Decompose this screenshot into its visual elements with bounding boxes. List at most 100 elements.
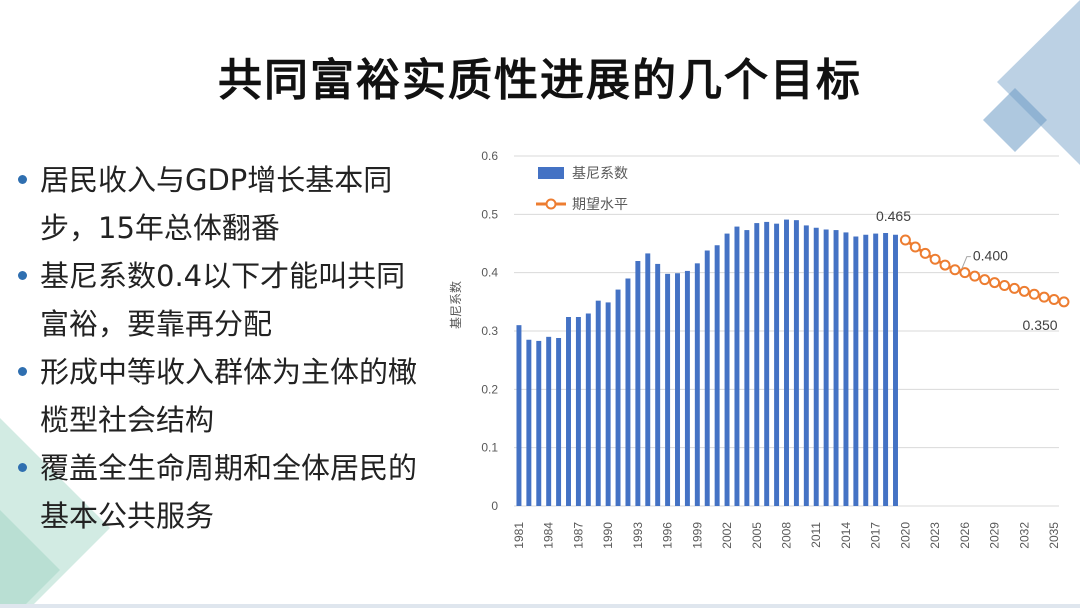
bullet-text: 基尼系数0.4以下才能叫共同富裕，要靠再分配 <box>40 259 406 341</box>
x-tick-label: 2029 <box>988 522 1002 549</box>
bar <box>714 245 720 506</box>
footer-rule <box>0 604 1080 608</box>
bar <box>694 263 700 506</box>
bar <box>813 227 819 506</box>
x-tick-label: 2026 <box>958 522 972 549</box>
bar <box>625 278 631 506</box>
line-point <box>959 267 971 279</box>
bar <box>764 221 770 506</box>
bar <box>754 223 760 506</box>
line-point <box>979 274 991 286</box>
line-point <box>929 253 941 265</box>
x-tick-label: 2032 <box>1017 522 1031 549</box>
bullet-dot-icon <box>18 367 27 376</box>
line-point <box>989 277 1001 289</box>
decor-top-right <box>983 0 1080 165</box>
x-tick-label: 1999 <box>690 522 704 549</box>
line-point <box>969 270 981 282</box>
x-tick-label: 1984 <box>542 522 556 549</box>
bullet-item: 居民收入与GDP增长基本同步，15年总体翻番 <box>18 156 428 252</box>
bar <box>585 313 591 506</box>
line-point <box>939 259 951 271</box>
decor-bottom-left <box>0 418 110 608</box>
line-point <box>919 247 931 259</box>
y-tick-label: 0.1 <box>481 441 498 455</box>
bar <box>793 220 799 506</box>
line-point <box>899 234 911 246</box>
legend-label-bar: 基尼系数 <box>572 165 628 182</box>
y-axis-label: 基尼系数 <box>448 281 463 329</box>
bar <box>556 338 562 506</box>
bar-series <box>516 219 898 506</box>
bar <box>684 270 690 506</box>
bar <box>873 233 879 506</box>
bar <box>823 229 829 506</box>
data-label: 0.350 <box>1023 317 1058 333</box>
bar <box>893 234 898 506</box>
x-tick-label: 1987 <box>571 522 585 549</box>
bullet-item: 覆盖全生命周期和全体居民的基本公共服务 <box>18 444 428 540</box>
bar <box>635 261 641 506</box>
x-tick-label: 2017 <box>869 522 883 549</box>
bar <box>853 236 859 506</box>
bar <box>675 273 680 506</box>
bar <box>575 317 581 506</box>
y-axis-ticks: 0 0.1 0.2 0.3 0.4 0.5 0.6 <box>481 149 498 513</box>
bar <box>526 339 532 506</box>
legend-label-line: 期望水平 <box>572 197 628 213</box>
x-tick-label: 1981 <box>512 522 526 549</box>
data-label: 0.400 <box>973 248 1008 264</box>
bar <box>516 325 522 506</box>
data-labels: 0.465 0.400 0.350 <box>876 208 1058 333</box>
x-tick-label: 2023 <box>928 522 942 549</box>
x-axis-ticks: 1981 1984 1987 1990 1993 1996 1999 2002 2005 2008… <box>512 522 1061 549</box>
line-point <box>1058 296 1070 308</box>
x-tick-label: 2035 <box>1047 522 1061 549</box>
bullet-text: 形成中等收入群体为主体的橄榄型社会结构 <box>40 355 418 437</box>
legend-swatch-marker <box>545 198 557 210</box>
bullet-dot-icon <box>18 271 27 280</box>
x-tick-label: 2014 <box>839 522 853 549</box>
annotation-leader <box>961 256 971 269</box>
line-point <box>999 280 1010 291</box>
x-tick-label: 2008 <box>780 522 794 549</box>
bar <box>655 263 661 506</box>
y-tick-label: 0 <box>491 499 498 513</box>
line-series <box>899 234 1070 308</box>
bar <box>863 234 869 506</box>
bullet-text: 居民收入与GDP增长基本同步，15年总体翻番 <box>40 163 393 245</box>
y-tick-label: 0.4 <box>481 266 498 280</box>
bullet-item: 形成中等收入群体为主体的橄榄型社会结构 <box>18 348 428 444</box>
bar <box>744 230 750 506</box>
line-point <box>1018 285 1030 297</box>
bullet-item: 基尼系数0.4以下才能叫共同富裕，要靠再分配 <box>18 252 428 348</box>
x-tick-label: 2002 <box>720 522 734 549</box>
bullet-text: 覆盖全生命周期和全体居民的基本公共服务 <box>40 451 418 533</box>
x-tick-label: 1993 <box>631 522 645 549</box>
y-tick-label: 0.2 <box>481 382 498 396</box>
bar <box>774 223 780 506</box>
x-tick-label: 1996 <box>661 522 675 549</box>
line-point <box>949 264 961 276</box>
legend-swatch-bar <box>538 167 564 179</box>
bar <box>536 340 542 506</box>
data-label: 0.465 <box>876 208 911 224</box>
line-point <box>909 241 921 253</box>
x-tick-label: 2011 <box>809 522 823 548</box>
line-point <box>1008 282 1020 294</box>
line-point <box>1038 291 1050 303</box>
bullet-dot-icon <box>18 463 27 472</box>
bar <box>546 336 552 506</box>
bar <box>724 233 730 506</box>
bar <box>784 219 789 506</box>
x-tick-label: 1990 <box>601 522 615 549</box>
bar <box>704 250 710 506</box>
x-tick-label: 2005 <box>750 522 764 549</box>
bar <box>734 226 740 506</box>
bullet-list: 居民收入与GDP增长基本同步，15年总体翻番 基尼系数0.4以下才能叫共同富裕，… <box>18 156 428 540</box>
bar <box>566 317 571 506</box>
line-point <box>1028 288 1040 300</box>
bar <box>615 289 621 506</box>
y-tick-label: 0.6 <box>481 149 498 163</box>
y-tick-label: 0.3 <box>481 324 498 338</box>
